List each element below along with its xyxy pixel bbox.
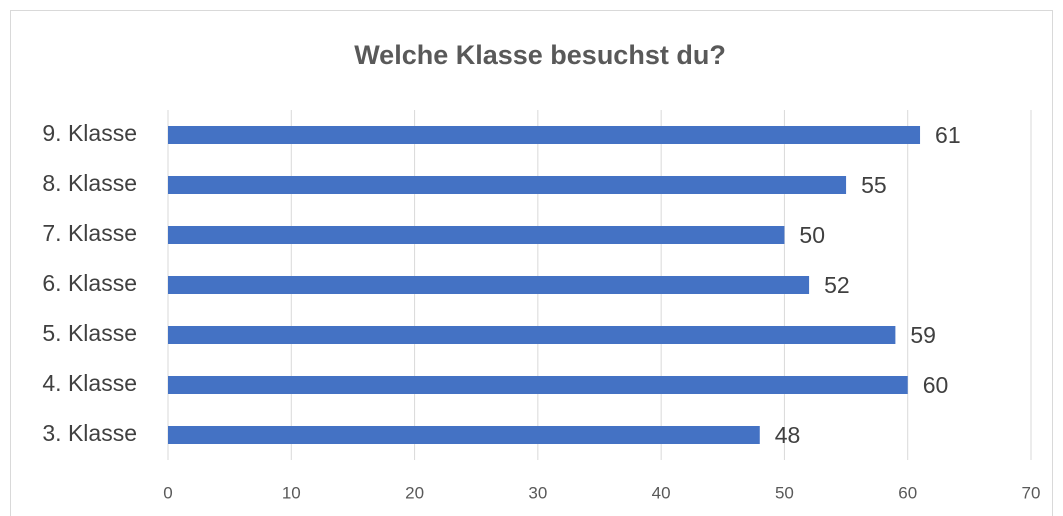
bar — [168, 426, 760, 444]
value-label: 50 — [799, 222, 825, 248]
bar — [168, 126, 921, 144]
bar — [168, 176, 847, 194]
value-label: 60 — [923, 372, 949, 398]
value-label: 59 — [910, 322, 936, 348]
x-tick-label: 70 — [1022, 483, 1041, 502]
bar — [168, 276, 810, 294]
x-tick-label: 10 — [282, 483, 301, 502]
y-tick-label: 5. Klasse — [42, 320, 137, 346]
value-label: 52 — [824, 272, 850, 298]
value-label: 55 — [861, 172, 887, 198]
x-tick-label: 30 — [528, 483, 547, 502]
bar — [168, 376, 908, 394]
bar — [168, 326, 896, 344]
chart-title: Welche Klasse besuchst du? — [354, 40, 726, 70]
y-tick-label: 9. Klasse — [42, 120, 137, 146]
y-tick-label: 7. Klasse — [42, 220, 137, 246]
x-tick-label: 50 — [775, 483, 794, 502]
x-tick-label: 60 — [898, 483, 917, 502]
x-tick-label: 40 — [652, 483, 671, 502]
y-tick-label: 8. Klasse — [42, 170, 137, 196]
bar — [168, 226, 785, 244]
x-tick-label: 20 — [405, 483, 424, 502]
y-tick-label: 4. Klasse — [42, 370, 137, 396]
y-tick-label: 6. Klasse — [42, 270, 137, 296]
value-label: 61 — [935, 122, 961, 148]
value-label: 48 — [775, 422, 801, 448]
x-tick-label: 0 — [163, 483, 172, 502]
y-tick-label: 3. Klasse — [42, 420, 137, 446]
